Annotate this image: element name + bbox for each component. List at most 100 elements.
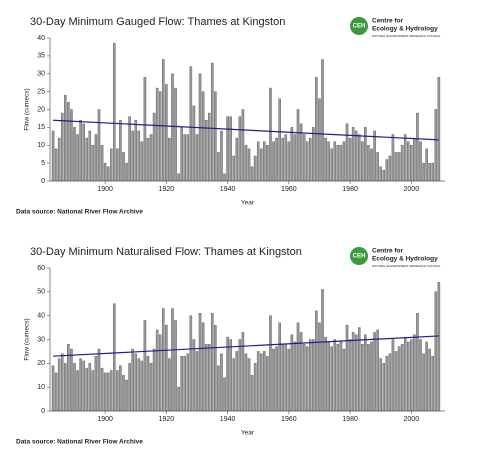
bar <box>330 346 333 412</box>
bar <box>290 127 294 182</box>
bar <box>180 127 183 182</box>
bar <box>204 344 208 412</box>
bar <box>413 334 416 412</box>
logo-mark: CEH <box>353 254 366 260</box>
bar <box>91 145 95 182</box>
bar <box>100 367 104 412</box>
bar <box>348 137 352 182</box>
bar <box>345 325 349 412</box>
bar <box>281 344 284 412</box>
x-tick-label: 1980 <box>342 186 358 193</box>
x-tick-label: 2000 <box>404 416 420 423</box>
bar <box>253 155 257 182</box>
bar <box>403 134 407 182</box>
bar <box>339 341 343 412</box>
bar <box>431 162 435 182</box>
bar <box>296 109 300 182</box>
bar <box>333 141 337 182</box>
bar <box>321 289 324 412</box>
bar <box>91 370 95 412</box>
bar <box>211 62 214 182</box>
bar <box>85 137 89 182</box>
bar <box>168 358 171 412</box>
y-tick-label: 10 <box>37 142 45 149</box>
bar <box>391 339 395 412</box>
bar <box>284 344 288 412</box>
bar <box>385 159 389 182</box>
bar <box>305 346 309 412</box>
bar <box>394 152 398 182</box>
bar <box>410 339 413 412</box>
bar <box>76 134 79 182</box>
bar <box>51 130 55 182</box>
logo-line: Centre for <box>372 248 404 255</box>
bar <box>327 141 330 182</box>
bar <box>428 348 431 412</box>
trend-line <box>53 119 439 141</box>
bar <box>143 320 147 412</box>
logo-circle <box>350 247 368 265</box>
bar <box>171 73 174 182</box>
bar <box>376 329 379 412</box>
bar <box>406 341 410 412</box>
x-tick-label: 1980 <box>342 416 358 423</box>
bar <box>128 363 131 412</box>
bar <box>287 348 291 412</box>
bar <box>54 148 58 182</box>
bar <box>214 91 217 182</box>
bar <box>330 148 333 182</box>
bar <box>361 141 364 182</box>
bar <box>162 59 165 182</box>
bar <box>192 105 196 182</box>
bar <box>201 91 205 182</box>
bar <box>364 334 367 412</box>
bar <box>131 130 134 182</box>
bar <box>140 141 144 182</box>
bar <box>174 320 177 412</box>
bar <box>247 358 251 412</box>
bar <box>238 116 242 182</box>
bar <box>302 344 306 412</box>
bar <box>269 315 272 412</box>
bar <box>152 112 156 182</box>
bar <box>266 145 269 182</box>
bar <box>220 130 223 182</box>
logo-line: Centre for <box>372 18 404 25</box>
bar <box>244 145 248 182</box>
bar <box>54 372 58 412</box>
bar <box>67 102 70 182</box>
bar <box>278 322 281 412</box>
bar <box>204 120 208 182</box>
bar <box>143 77 147 182</box>
bar <box>241 109 245 182</box>
bar <box>428 162 431 182</box>
x-tick-label: 1940 <box>220 186 236 193</box>
trend-line <box>53 335 439 357</box>
bar <box>64 363 67 412</box>
bar <box>278 98 281 182</box>
bar <box>357 134 361 182</box>
bar <box>82 123 85 182</box>
bar <box>434 291 438 412</box>
x-tick-label: 1960 <box>281 416 297 423</box>
x-axis-label: Year <box>241 200 255 207</box>
bar <box>152 348 156 412</box>
bar <box>266 355 269 412</box>
bar <box>321 59 324 182</box>
y-axis-label: Flow (cumecs) <box>24 88 31 130</box>
bar <box>189 66 193 182</box>
bar <box>229 116 232 182</box>
bar <box>201 322 205 412</box>
bar <box>131 348 134 412</box>
bar <box>165 325 168 412</box>
y-tick-label: 20 <box>37 106 45 113</box>
bar <box>364 127 367 182</box>
bar <box>419 141 422 182</box>
bar <box>293 341 297 412</box>
bar <box>275 137 278 182</box>
bar <box>416 313 419 412</box>
bar <box>146 355 150 412</box>
bar <box>299 332 303 412</box>
bar <box>70 109 73 182</box>
bar <box>60 112 64 182</box>
